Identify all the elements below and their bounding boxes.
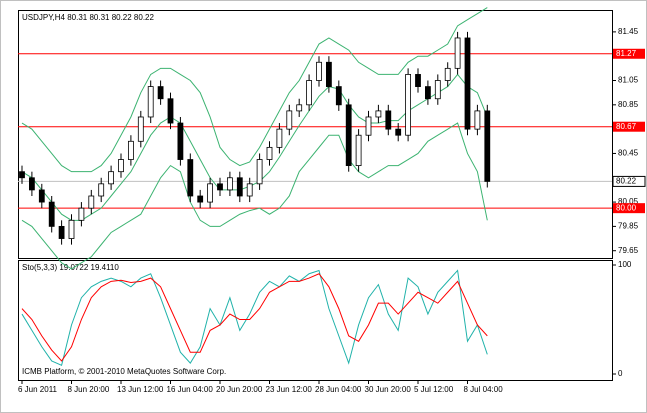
y-tick-label: 80.45: [618, 149, 639, 158]
y-tick-label: 81.05: [618, 76, 639, 85]
candle-body: [276, 128, 283, 148]
y-tick-label: 81.45: [618, 27, 639, 36]
x-tick-label: 20 Jun 20:00: [216, 385, 263, 394]
candle-body: [157, 86, 164, 100]
candle-body: [395, 128, 402, 136]
candle-body: [147, 86, 154, 118]
x-tick-label: 8 Jun 20:00: [68, 385, 110, 394]
x-tick-label: 30 Jun 20:00: [365, 385, 412, 394]
copyright: ICMB Platform, © 2001-2010 MetaQuotes So…: [22, 367, 226, 376]
candle-body: [355, 134, 362, 167]
x-tick-label: 28 Jun 04:00: [315, 385, 362, 394]
y-tick-label: 100: [618, 260, 632, 269]
x-tick-label: 16 Jun 04:00: [167, 385, 214, 394]
x-tick-label: 5 Jul 12:00: [414, 385, 454, 394]
candle-body: [424, 86, 431, 100]
level-tag: [613, 121, 645, 132]
candle-body: [256, 159, 263, 185]
candle-body: [246, 183, 253, 197]
candle-body: [335, 86, 342, 106]
stochastic-line: [21, 273, 488, 362]
bollinger-band: [21, 122, 488, 270]
candle-body: [88, 195, 95, 209]
candle-body: [365, 116, 372, 136]
chart-title: USDJPY,H4 80.31 80.31 80.22 80.22: [22, 13, 155, 22]
candle-body: [78, 207, 85, 221]
y-tick-label: 80.85: [618, 100, 639, 109]
candle-body: [306, 80, 313, 106]
indicator-title: Sto(5,3,3) 19.0722 19.4110: [22, 263, 119, 272]
y-tick-label: 0: [618, 369, 623, 378]
candle-body: [444, 67, 451, 81]
level-tag: [613, 203, 645, 214]
candle-body: [207, 183, 214, 203]
y-tick-label: 79.65: [618, 246, 639, 255]
level-label: 80.67: [616, 122, 637, 131]
candle-body: [38, 189, 45, 203]
level-label: 80.00: [616, 203, 637, 212]
last-price-tag: [612, 175, 646, 187]
x-tick-label: 13 Jun 12:00: [117, 385, 164, 394]
x-tick-label: 6 Jun 2011: [18, 385, 58, 394]
indicator-panel: [18, 260, 613, 381]
candle-body: [325, 61, 332, 87]
candle-body: [385, 110, 392, 130]
y-tick-label: 80.05: [618, 197, 639, 206]
price-panel: [18, 10, 613, 259]
candle-body: [217, 183, 223, 191]
candle-body: [484, 110, 491, 182]
bollinger-band: [21, 7, 488, 173]
candle-body: [434, 80, 441, 100]
stochastic-line: [21, 269, 488, 366]
candle-body: [345, 104, 352, 167]
candle-body: [464, 37, 471, 130]
candle-body: [28, 177, 35, 191]
candle-body: [316, 61, 322, 81]
last-price-label: 80.22: [616, 177, 637, 186]
candle-body: [127, 140, 134, 160]
candle-body: [266, 146, 273, 160]
candle-body: [58, 225, 65, 239]
candle-body: [375, 110, 382, 118]
candle-body: [167, 98, 174, 124]
candle-body: [197, 195, 204, 203]
candle-body: [415, 74, 421, 87]
candle-body: [108, 171, 114, 185]
candle-body: [286, 110, 293, 130]
candle-body: [48, 201, 55, 227]
candle-body: [226, 177, 233, 191]
candle-body: [19, 171, 25, 179]
x-tick-label: 8 Jul 04:00: [464, 385, 504, 394]
candle-body: [98, 183, 105, 197]
candle-body: [474, 110, 481, 130]
candle-body: [296, 104, 303, 112]
candle-body: [405, 74, 412, 136]
level-tag: [613, 48, 645, 59]
level-label: 81.27: [616, 49, 637, 58]
candle-body: [236, 177, 243, 197]
y-tick-label: 79.85: [618, 222, 639, 231]
x-tick-label: 23 Jun 12:00: [266, 385, 313, 394]
candle-body: [68, 219, 75, 239]
candle-body: [454, 37, 461, 69]
candle-body: [187, 159, 194, 197]
candle-body: [118, 159, 124, 173]
candle-body: [137, 116, 144, 142]
candle-body: [177, 122, 184, 160]
